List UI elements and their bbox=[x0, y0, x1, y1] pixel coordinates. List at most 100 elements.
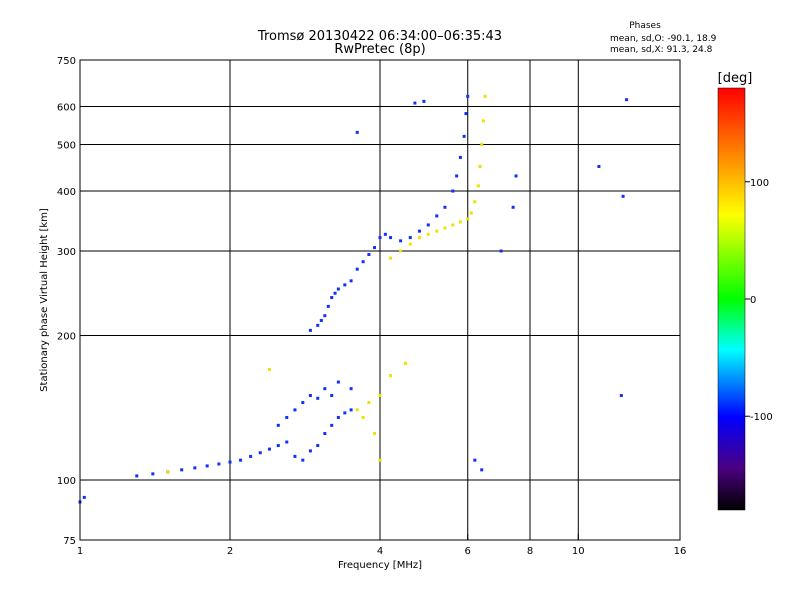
data-point bbox=[180, 468, 184, 472]
data-point bbox=[308, 328, 312, 332]
data-point bbox=[458, 155, 462, 159]
data-point bbox=[349, 408, 353, 412]
colorbar bbox=[717, 87, 746, 511]
data-point bbox=[326, 304, 330, 308]
y-tick-label: 500 bbox=[57, 141, 76, 152]
y-tick-label: 100 bbox=[57, 476, 76, 487]
data-point bbox=[619, 394, 623, 398]
data-point bbox=[426, 223, 430, 227]
data-point bbox=[378, 394, 382, 398]
data-point bbox=[308, 449, 312, 453]
data-point bbox=[355, 408, 359, 412]
data-point bbox=[625, 98, 629, 102]
data-point bbox=[166, 470, 170, 474]
colorbar-tick-label: -100 bbox=[750, 412, 773, 423]
data-point bbox=[239, 458, 243, 462]
y-tick-label: 600 bbox=[57, 103, 76, 114]
data-point bbox=[399, 239, 403, 243]
y-tick-label: 400 bbox=[57, 187, 76, 198]
data-point bbox=[319, 318, 323, 322]
colorbar-tick-label: 100 bbox=[750, 178, 769, 189]
data-point bbox=[293, 454, 297, 458]
data-point bbox=[316, 396, 320, 400]
data-point bbox=[466, 94, 470, 98]
data-point bbox=[349, 387, 353, 391]
data-point bbox=[267, 367, 271, 371]
data-point bbox=[258, 451, 262, 455]
data-point bbox=[483, 94, 487, 98]
x-tick-label: 6 bbox=[465, 546, 471, 557]
data-point bbox=[443, 226, 447, 230]
data-point bbox=[308, 394, 312, 398]
data-point bbox=[301, 401, 305, 405]
data-point bbox=[367, 253, 371, 257]
data-points bbox=[78, 94, 629, 504]
data-point bbox=[469, 211, 473, 215]
data-point bbox=[511, 205, 515, 209]
x-axis-label: Frequency [MHz] bbox=[338, 560, 422, 571]
data-point bbox=[316, 323, 320, 327]
data-point bbox=[267, 447, 271, 451]
data-point bbox=[597, 164, 601, 168]
data-point bbox=[389, 256, 393, 260]
data-point bbox=[301, 458, 305, 462]
y-tick-label: 75 bbox=[63, 536, 76, 547]
data-point bbox=[82, 495, 86, 499]
chart-subtitle: RwPretec (8p) bbox=[334, 42, 425, 57]
data-point bbox=[443, 205, 447, 209]
stats-heading: Phases bbox=[629, 21, 661, 31]
y-tick-label: 750 bbox=[57, 56, 76, 67]
stats-line-x: mean, sd,X: 91.3, 24.8 bbox=[610, 45, 713, 55]
data-point bbox=[378, 458, 382, 462]
data-point bbox=[349, 279, 353, 283]
data-point bbox=[389, 236, 393, 240]
data-point bbox=[276, 444, 280, 448]
chart-title: Tromsø 20130422 06:34:00–06:35:43 bbox=[257, 29, 502, 44]
data-point bbox=[451, 223, 455, 227]
data-point bbox=[336, 380, 340, 384]
x-tick-label: 2 bbox=[227, 546, 233, 557]
data-point bbox=[481, 119, 485, 123]
data-point bbox=[408, 242, 412, 246]
data-point bbox=[417, 236, 421, 240]
data-point bbox=[499, 249, 503, 253]
data-point bbox=[399, 249, 403, 253]
data-point bbox=[458, 220, 462, 224]
data-point bbox=[367, 401, 371, 405]
y-tick-label: 200 bbox=[57, 332, 76, 343]
data-point bbox=[193, 466, 197, 470]
data-point bbox=[249, 454, 253, 458]
data-point bbox=[476, 184, 480, 188]
data-point bbox=[373, 432, 377, 436]
data-point bbox=[330, 296, 334, 300]
data-point bbox=[343, 283, 347, 287]
x-tick-label: 1 bbox=[77, 546, 83, 557]
data-point bbox=[383, 232, 387, 236]
colorbar-ticks: 100 0 -100 bbox=[745, 178, 773, 423]
data-point bbox=[330, 394, 334, 398]
data-point bbox=[621, 194, 625, 198]
data-point bbox=[426, 232, 430, 236]
data-point bbox=[435, 229, 439, 233]
data-point bbox=[343, 411, 347, 415]
data-point bbox=[478, 164, 482, 168]
x-tick-label: 8 bbox=[527, 546, 533, 557]
data-point bbox=[378, 236, 382, 240]
data-point bbox=[403, 361, 407, 365]
data-point bbox=[466, 217, 470, 221]
data-point bbox=[205, 464, 209, 468]
data-point bbox=[323, 387, 327, 391]
data-point bbox=[285, 440, 289, 444]
data-point bbox=[336, 287, 340, 291]
data-point bbox=[355, 267, 359, 271]
plot-frame bbox=[79, 59, 681, 541]
data-point bbox=[355, 130, 359, 134]
stats-line-o: mean, sd,O: -90.1, 18.9 bbox=[610, 34, 717, 44]
data-point bbox=[373, 246, 377, 250]
data-point bbox=[151, 472, 155, 476]
data-point bbox=[480, 143, 484, 147]
x-tick-label: 16 bbox=[674, 546, 687, 557]
x-tick-label: 4 bbox=[377, 546, 383, 557]
axis-ticks: 1 2 4 6 8 10 16 75 100 200 300 400 500 600 750 bbox=[57, 56, 686, 557]
